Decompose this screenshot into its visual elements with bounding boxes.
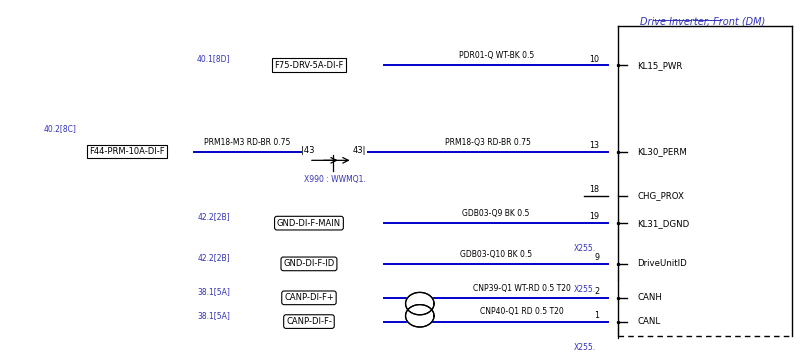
Text: CNP39-Q1 WT-RD 0.5 T20: CNP39-Q1 WT-RD 0.5 T20 [473,284,571,293]
Text: 18: 18 [590,185,599,194]
Text: CANP-DI-F-: CANP-DI-F- [286,317,332,326]
Text: Drive Inverter, Front (DM): Drive Inverter, Front (DM) [640,16,765,26]
Text: CANP-DI-F+: CANP-DI-F+ [284,293,334,302]
Text: PDR01-Q WT-BK 0.5: PDR01-Q WT-BK 0.5 [458,51,534,60]
Text: GND-DI-F-MAIN: GND-DI-F-MAIN [277,219,341,227]
Text: 38.1[5A]: 38.1[5A] [197,311,230,320]
Text: X255.: X255. [574,285,595,294]
Text: KL31_DGND: KL31_DGND [638,219,690,227]
Text: 43|: 43| [353,146,366,155]
Text: DriveUnitID: DriveUnitID [638,260,687,268]
Text: CNP40-Q1 RD 0.5 T20: CNP40-Q1 RD 0.5 T20 [480,308,564,316]
Text: 42.2[2B]: 42.2[2B] [197,213,230,221]
Text: CANH: CANH [638,293,662,302]
Polygon shape [406,305,434,327]
Text: KL30_PERM: KL30_PERM [638,147,687,156]
Text: 2: 2 [594,287,599,296]
Text: X255.: X255. [574,342,595,352]
Text: CANL: CANL [638,317,661,326]
Text: 9: 9 [594,253,599,262]
Text: F44-PRM-10A-DI-F: F44-PRM-10A-DI-F [89,147,165,156]
Text: GDB03-Q9 BK 0.5: GDB03-Q9 BK 0.5 [462,209,530,218]
Text: 38.1[5A]: 38.1[5A] [197,287,230,296]
Text: X255.: X255. [574,244,595,253]
Text: GND-DI-F-ID: GND-DI-F-ID [283,260,334,268]
Text: PRM18-Q3 RD-BR 0.75: PRM18-Q3 RD-BR 0.75 [446,138,531,147]
Text: GDB03-Q10 BK 0.5: GDB03-Q10 BK 0.5 [460,250,532,259]
Text: 40.1[8D]: 40.1[8D] [196,54,230,64]
Text: 40.2[8C]: 40.2[8C] [44,124,77,133]
Text: F75-DRV-5A-DI-F: F75-DRV-5A-DI-F [274,61,344,70]
Text: 13: 13 [590,141,599,150]
Text: CHG_PROX: CHG_PROX [638,192,684,200]
Text: |43: |43 [301,146,314,155]
Text: 19: 19 [590,213,599,221]
Text: KL15_PWR: KL15_PWR [638,61,683,70]
Text: PRM18-M3 RD-BR 0.75: PRM18-M3 RD-BR 0.75 [205,138,290,147]
Text: X990 : WWMQ1.: X990 : WWMQ1. [304,175,366,184]
Text: 42.2[2B]: 42.2[2B] [197,253,230,262]
Text: 10: 10 [590,54,599,64]
Polygon shape [406,292,434,315]
Text: 1: 1 [594,311,599,320]
